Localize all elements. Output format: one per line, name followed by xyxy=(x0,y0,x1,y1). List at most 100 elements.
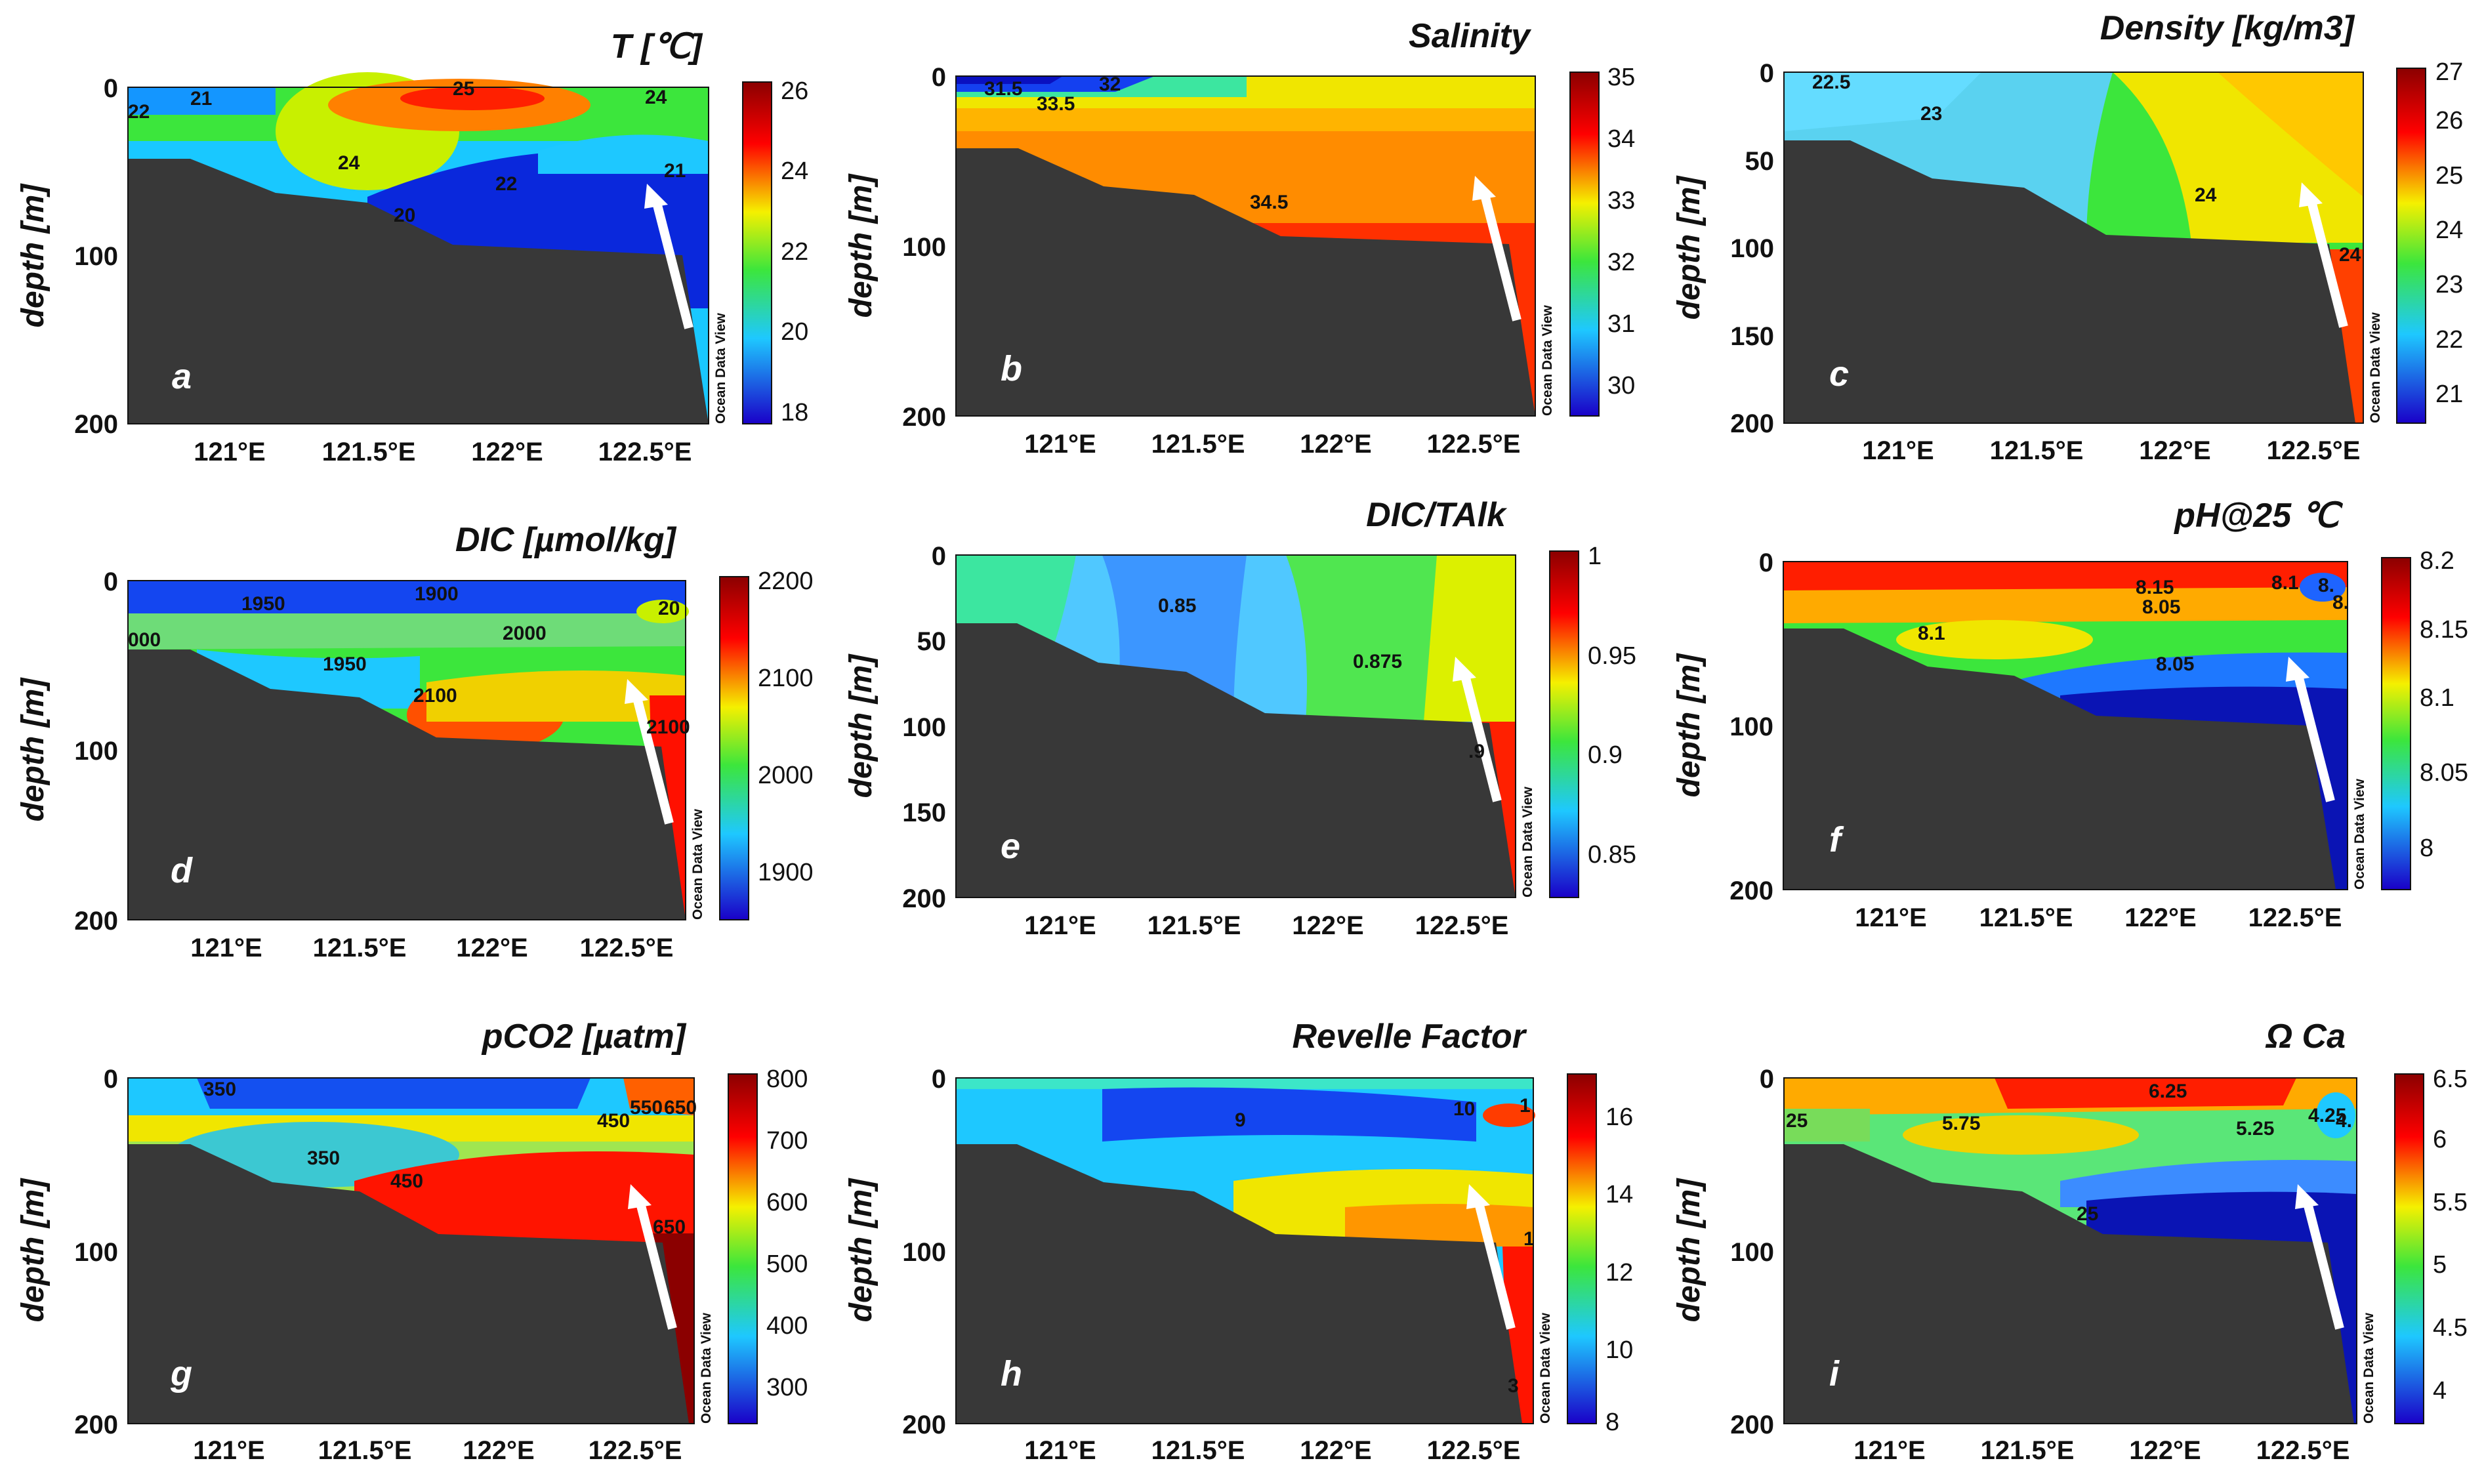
contour-label-a-1: 22 xyxy=(128,101,150,123)
colorbar-tick-a-3: 24 xyxy=(781,157,808,185)
field-orange-f xyxy=(1783,587,2348,623)
field-blue-g xyxy=(197,1078,590,1109)
depth-tick-a-0: 0 xyxy=(104,74,118,103)
depth-tick-i-2: 200 xyxy=(1730,1411,1774,1439)
field-teal-h xyxy=(956,1078,1533,1089)
lon-tick-f-2: 122°E xyxy=(2124,903,2196,932)
panel-letter-a: a xyxy=(172,357,192,396)
depth-tick-e-4: 200 xyxy=(902,884,946,913)
contour-label-f-4: 8.1 xyxy=(1918,623,1945,644)
contour-label-f-2: 8.1 xyxy=(2271,572,2299,594)
contour-label-i-3: 6.25 xyxy=(2149,1081,2187,1102)
contour-label-d-5: 2000 xyxy=(503,623,547,644)
colorbar-tick-b-0: 30 xyxy=(1607,372,1635,400)
arrow-head-i xyxy=(2295,1184,2319,1209)
lon-tick-d-1: 121.5°E xyxy=(313,934,407,962)
lon-tick-c-1: 121.5°E xyxy=(1990,436,2084,465)
plot-frame-c xyxy=(1783,72,2364,424)
contour-label-a-3: 25 xyxy=(453,78,474,100)
field-band-d xyxy=(128,613,686,649)
lon-tick-h-2: 122°E xyxy=(1300,1436,1371,1465)
lon-tick-c-3: 122.5°E xyxy=(2267,436,2361,465)
lon-tick-a-0: 121°E xyxy=(194,438,265,466)
field-yellow-d xyxy=(426,670,686,722)
colorbar-tick-f-2: 8.1 xyxy=(2420,684,2454,712)
lon-tick-i-0: 121°E xyxy=(1853,1436,1925,1465)
arrow-line-i xyxy=(2302,1199,2344,1330)
contour-label-f-3: 8.05 xyxy=(2142,596,2180,618)
contour-label-f-1: 8.15 xyxy=(2136,577,2174,598)
panel-title-f: pH@25 ℃ xyxy=(2173,497,2343,535)
contour-label-c-4: 24 xyxy=(2339,244,2361,266)
watermark-d: Ocean Data View xyxy=(690,808,705,920)
field-warm-a-3 xyxy=(400,87,545,110)
lon-tick-h-0: 121°E xyxy=(1024,1436,1096,1465)
lon-tick-g-3: 122.5°E xyxy=(589,1436,682,1465)
field-cool-a-surface xyxy=(128,87,276,115)
colorbar-tick-c-3: 24 xyxy=(2435,216,2463,244)
panel-letter-h: h xyxy=(1001,1354,1022,1393)
lon-tick-c-0: 121°E xyxy=(1862,436,1934,465)
colorbar-tick-a-2: 22 xyxy=(781,238,808,266)
colorbar-tick-i-0: 4 xyxy=(2433,1377,2447,1405)
lon-tick-e-2: 122°E xyxy=(1292,911,1363,940)
colorbar-tick-a-4: 26 xyxy=(781,77,808,105)
colorbar-tick-h-0: 8 xyxy=(1605,1409,1619,1436)
panel-g: 350 450 550 650 350 450 650 pCO2 [µatm] … xyxy=(16,1018,808,1465)
y-axis-label-d: depth [m] xyxy=(16,677,51,822)
arrow-line-d xyxy=(632,694,674,825)
seafloor-d xyxy=(128,649,686,920)
lon-tick-f-0: 121°E xyxy=(1855,903,1926,932)
contour-label-a-6: 22 xyxy=(495,173,517,195)
panel-title-e: DIC/TAlk xyxy=(1366,496,1508,534)
depth-tick-f-2: 200 xyxy=(1729,876,1773,905)
colorbar-tick-e-3: 1 xyxy=(1588,543,1602,570)
contour-label-e-2: 0.875 xyxy=(1353,651,1402,672)
depth-tick-f-1: 100 xyxy=(1729,712,1773,741)
contour-label-b-1: 31.5 xyxy=(984,78,1022,100)
contour-label-g-3: 550 xyxy=(630,1097,663,1119)
lon-tick-i-1: 121.5°E xyxy=(1981,1436,2075,1465)
lon-tick-g-1: 121.5°E xyxy=(318,1436,412,1465)
field-fresh-b-core xyxy=(956,76,1063,84)
panel-f: 8.15 8.1 8.05 8.1 8.05 8. 8. pH@25 ℃ f d… xyxy=(1672,497,2468,932)
contour-label-a-8: 20 xyxy=(394,205,415,226)
colorbar-tick-c-4: 25 xyxy=(2435,162,2463,190)
panel-title-i: Ω Ca xyxy=(2265,1018,2346,1056)
colorbar-tick-h-1: 10 xyxy=(1605,1336,1633,1364)
arrow-line-e xyxy=(1460,672,1502,802)
contour-label-c-2: 23 xyxy=(1920,103,1942,125)
contour-label-f-6: 8. xyxy=(2318,575,2334,596)
y-axis-label-f: depth [m] xyxy=(1672,653,1707,798)
colorbar-tick-i-3: 5.5 xyxy=(2433,1189,2468,1216)
panel-title-a: T [℃] xyxy=(611,28,703,66)
arrow-head-e xyxy=(1453,657,1476,682)
panel-letter-e: e xyxy=(1001,827,1020,866)
field-g xyxy=(128,1078,694,1424)
contour-label-e-1: 0.85 xyxy=(1158,595,1196,617)
plot-frame-a xyxy=(127,87,709,424)
y-axis-label-h: depth [m] xyxy=(844,1178,879,1323)
field-light-c-2 xyxy=(1784,72,1981,131)
arrow-line-b xyxy=(1480,191,1521,321)
depth-tick-g-0: 0 xyxy=(104,1065,118,1094)
arrow-line-c xyxy=(2306,197,2348,328)
depth-tick-c-0: 0 xyxy=(1760,59,1774,88)
y-axis-label-g: depth [m] xyxy=(16,1178,51,1323)
lon-tick-b-1: 121.5°E xyxy=(1151,430,1245,459)
panel-letter-i: i xyxy=(1829,1354,1840,1393)
watermark-f: Ocean Data View xyxy=(2352,778,2367,890)
plot-frame-f xyxy=(1783,561,2348,890)
panel-title-g: pCO2 [µatm] xyxy=(481,1018,687,1056)
lon-tick-f-3: 122.5°E xyxy=(2248,903,2342,932)
field-red-i xyxy=(1995,1078,2296,1109)
colorbar-tick-f-1: 8.05 xyxy=(2420,759,2468,787)
colorbar-f xyxy=(2381,557,2411,890)
colorbar-h xyxy=(1567,1073,1597,1424)
colorbar-i xyxy=(2394,1073,2424,1424)
contour-label-d-6: 1950 xyxy=(323,653,367,675)
panel-title-d: DIC [µmol/kg] xyxy=(455,521,677,559)
depth-tick-d-1: 100 xyxy=(74,737,118,766)
panel-b: 31.5 32 33.5 34.5 Salinity b depth [m] 0… xyxy=(844,17,1635,459)
lon-tick-e-1: 121.5°E xyxy=(1148,911,1241,940)
